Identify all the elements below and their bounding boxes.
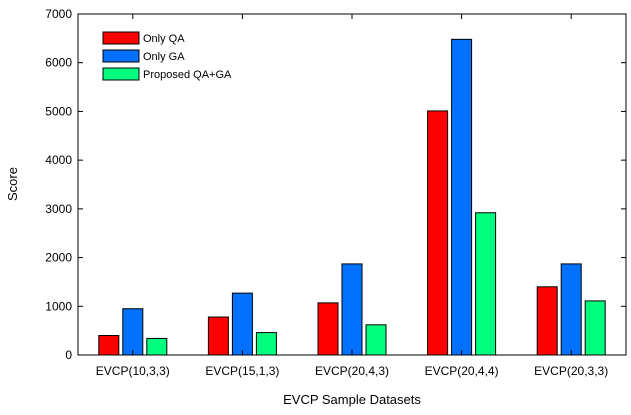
bar-only-ga [122, 308, 144, 356]
bar-only-qa [317, 302, 339, 356]
legend-label: Only GA [143, 51, 185, 63]
x-tick-label: EVCP(10,3,3) [96, 364, 170, 378]
y-axis-ticks: 0 1000 2000 3000 4000 5000 6000 7000 [45, 7, 626, 362]
y-tick-label: 2000 [45, 251, 72, 265]
x-axis-label: EVCP Sample Datasets [283, 392, 421, 407]
y-tick-label: 4000 [45, 153, 72, 167]
legend-swatch [102, 31, 140, 45]
bar-only-qa [427, 110, 449, 356]
legend: Only QA Only GA Proposed QA+GA [97, 25, 245, 87]
y-tick-label: 5000 [45, 104, 72, 118]
y-tick-label: 6000 [45, 56, 72, 70]
x-tick-label: EVCP(20,4,3) [315, 364, 389, 378]
bars-group [98, 38, 606, 356]
legend-label: Only QA [143, 33, 185, 45]
y-tick-label: 3000 [45, 202, 72, 216]
bar-only-qa [207, 316, 229, 356]
x-tick-label: EVCP(20,4,4) [425, 364, 499, 378]
bar-only-ga [231, 292, 253, 356]
bar-only-qa [536, 286, 558, 356]
bar-only-ga [560, 263, 582, 356]
bar-only-qa [98, 335, 120, 356]
x-axis-ticks: EVCP(10,3,3) EVCP(15,1,3) EVCP(20,4,3) EVCP… [96, 14, 608, 378]
x-tick-label: EVCP(20,3,3) [534, 364, 608, 378]
bar-proposed-qa-ga [584, 300, 606, 356]
legend-swatch [102, 67, 140, 81]
bar-proposed-qa-ga [255, 332, 277, 356]
legend-label: Proposed QA+GA [143, 69, 232, 81]
y-tick-label: 0 [65, 348, 72, 362]
y-tick-label: 1000 [45, 299, 72, 313]
x-tick-label: EVCP(15,1,3) [205, 364, 279, 378]
bar-proposed-qa-ga [475, 212, 497, 356]
bar-only-ga [341, 263, 363, 356]
y-tick-label: 7000 [45, 7, 72, 21]
legend-swatch [102, 49, 140, 63]
bar-proposed-qa-ga [146, 337, 168, 356]
bar-only-ga [451, 38, 473, 356]
bar-proposed-qa-ga [365, 324, 387, 356]
y-axis-label: Score [5, 167, 20, 201]
